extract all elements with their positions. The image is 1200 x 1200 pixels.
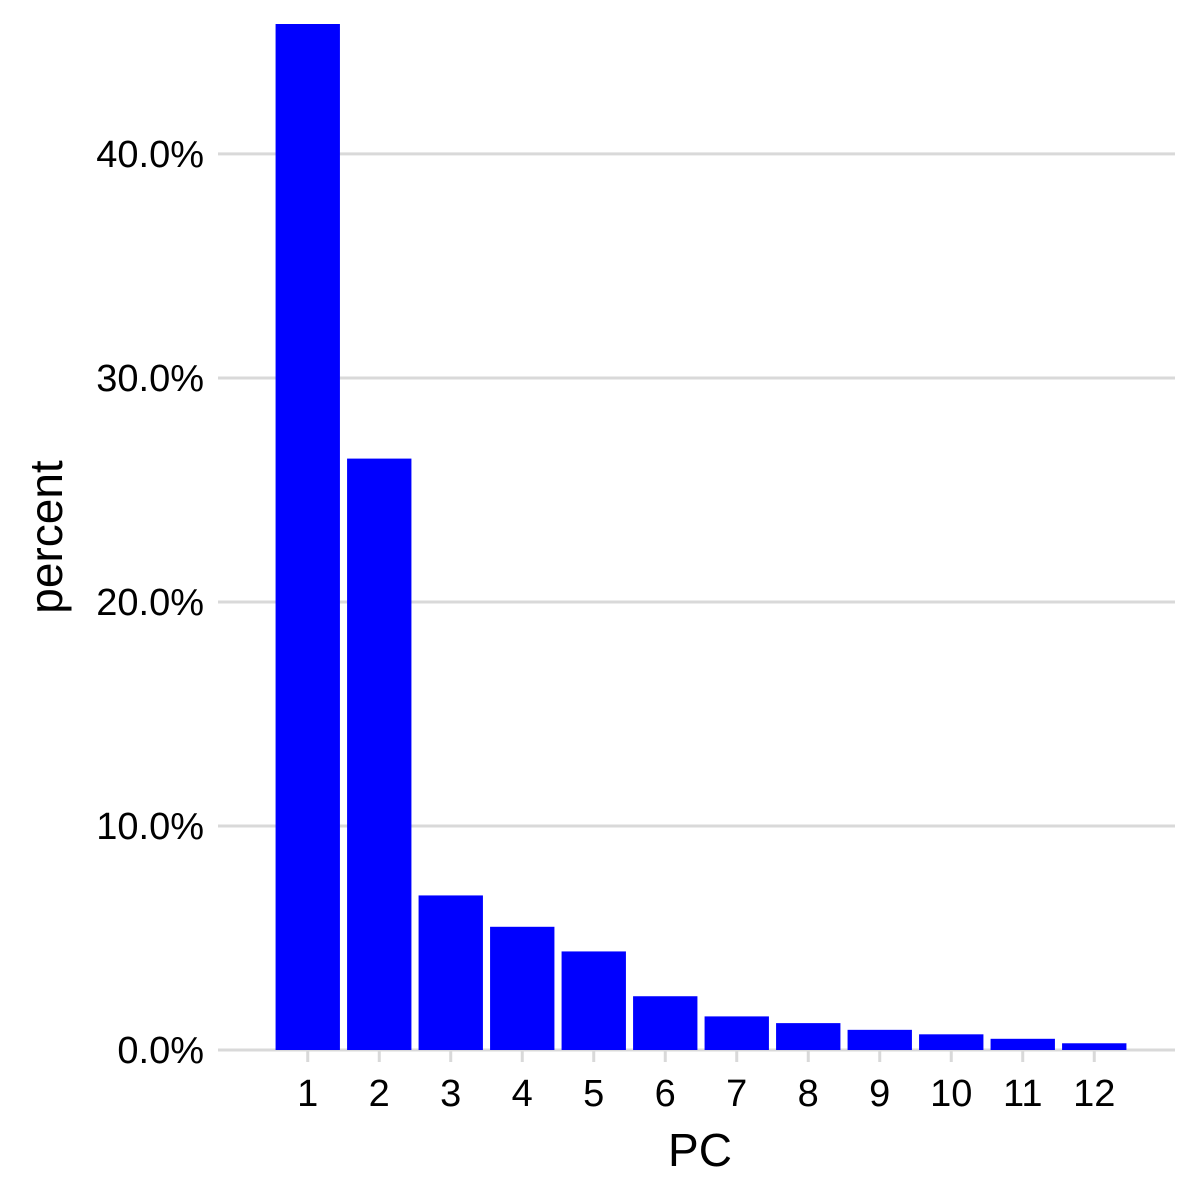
bar-pc-1 [275, 24, 340, 1050]
x-tick-label: 4 [512, 1073, 533, 1115]
x-tick-label: 3 [440, 1073, 461, 1115]
bar-pc-9 [847, 1029, 912, 1050]
bar-pc-7 [704, 1016, 769, 1050]
bar-pc-10 [919, 1034, 984, 1050]
x-axis: 1 2 3 4 5 6 7 8 9 10 11 12 [297, 1050, 1115, 1115]
x-axis-title: PC [668, 1124, 732, 1176]
x-tick-label: 2 [369, 1073, 390, 1115]
y-axis: 0.0% 10.0% 20.0% 30.0% 40.0% [96, 134, 204, 1072]
x-tick-label: 5 [583, 1073, 604, 1115]
bar-pc-12 [1062, 1043, 1127, 1050]
y-tick-label: 20.0% [96, 582, 204, 624]
bar-pc-8 [776, 1023, 841, 1050]
y-tick-label: 10.0% [96, 806, 204, 848]
bars [275, 24, 1127, 1050]
x-tick-label: 8 [798, 1073, 819, 1115]
y-tick-label: 30.0% [96, 358, 204, 400]
bar-pc-11 [990, 1038, 1055, 1050]
bar-pc-3 [418, 895, 483, 1050]
y-axis-title: percent [20, 460, 72, 614]
bar-pc-4 [490, 926, 555, 1050]
bar-pc-5 [561, 951, 626, 1050]
y-tick-label: 0.0% [117, 1030, 204, 1072]
bar-pc-2 [347, 458, 412, 1050]
y-tick-label: 40.0% [96, 134, 204, 176]
x-tick-label: 11 [1003, 1073, 1042, 1115]
x-tick-label: 9 [869, 1073, 890, 1115]
x-tick-label: 7 [726, 1073, 747, 1115]
x-tick-label: 6 [655, 1073, 676, 1115]
bar-pc-6 [633, 996, 698, 1050]
x-tick-label: 10 [930, 1073, 972, 1115]
x-tick-label: 1 [297, 1073, 318, 1115]
x-tick-label: 12 [1073, 1073, 1115, 1115]
